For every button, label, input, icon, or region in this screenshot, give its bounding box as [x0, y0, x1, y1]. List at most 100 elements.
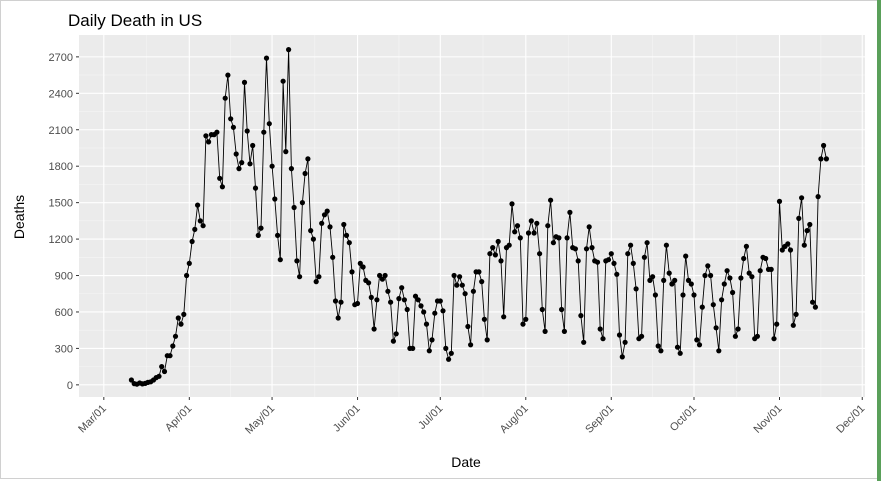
data-point [324, 208, 330, 214]
data-point [330, 254, 336, 260]
x-axis: Mar/01 Apr/01 May/01 Jun/01 Jul/01 Aug/01 Sep/… [76, 397, 867, 437]
data-point [443, 345, 449, 351]
data-point [581, 339, 587, 345]
data-point [639, 333, 645, 339]
data-point [699, 304, 705, 310]
data-point [454, 282, 460, 288]
data-point [669, 281, 675, 287]
data-point [225, 72, 231, 78]
data-point [291, 204, 297, 211]
data-point [426, 348, 432, 354]
data-point [368, 294, 374, 300]
data-point [481, 316, 487, 322]
data-point [429, 337, 435, 343]
data-point [796, 215, 802, 221]
data-point [650, 274, 656, 280]
data-point [506, 242, 512, 248]
data-point [655, 343, 661, 349]
data-point [277, 257, 283, 263]
data-point [275, 232, 281, 238]
data-point [401, 297, 407, 303]
data-point [338, 299, 344, 305]
y-axis-label: Deaths [11, 195, 27, 239]
data-point [732, 333, 739, 339]
data-point [313, 279, 319, 285]
data-point [440, 308, 446, 314]
data-point [614, 271, 620, 277]
y-tick-label: 600 [55, 307, 73, 319]
data-point [396, 296, 402, 302]
data-point [415, 297, 421, 303]
data-point [161, 368, 168, 375]
data-point [812, 304, 819, 310]
data-point [470, 288, 476, 294]
data-point [572, 246, 579, 252]
data-point [735, 326, 741, 332]
data-point [754, 333, 761, 339]
data-point [534, 220, 540, 226]
data-point [327, 224, 333, 230]
data-point [219, 184, 225, 190]
data-point [250, 142, 256, 149]
data-point [206, 139, 212, 145]
data-point [332, 298, 339, 304]
data-point [537, 251, 543, 257]
data-point [239, 160, 245, 166]
data-point [567, 209, 573, 215]
x-tick-label: Apr/01 [163, 403, 194, 434]
data-point [724, 268, 730, 274]
x-tick-label: Dec/01 [834, 403, 867, 436]
data-point [269, 163, 275, 169]
data-point [280, 78, 286, 84]
data-point [379, 276, 385, 282]
data-point [619, 354, 625, 360]
data-point [710, 302, 716, 308]
data-point [181, 311, 187, 317]
data-point [357, 260, 363, 266]
data-point [776, 198, 783, 204]
x-tick-label: Nov/01 [751, 403, 784, 436]
data-point [721, 281, 727, 287]
y-tick-label: 2100 [49, 125, 73, 137]
data-point [658, 348, 664, 354]
data-point [746, 270, 752, 276]
data-point [801, 242, 807, 248]
x-tick-label: Sep/01 [583, 403, 616, 436]
data-point [167, 353, 173, 359]
data-point [512, 229, 518, 235]
data-point [217, 175, 223, 181]
data-point [230, 124, 236, 130]
data-point [741, 255, 747, 262]
data-point [156, 373, 162, 379]
data-point [175, 315, 181, 321]
data-point [564, 235, 570, 241]
data-point [545, 223, 551, 229]
y-tick-label: 900 [55, 271, 73, 283]
data-point [793, 311, 799, 317]
data-point [501, 314, 507, 320]
data-points [128, 47, 830, 387]
data-point [810, 299, 816, 305]
data-point [371, 326, 377, 332]
y-axis: 0 300 600 900 1200 1500 1800 2100 2400 2700 [49, 52, 79, 392]
data-point [694, 337, 700, 343]
data-point [476, 269, 482, 275]
data-point [203, 133, 209, 139]
y-tick-label: 2400 [49, 88, 73, 100]
data-point [647, 277, 653, 283]
data-point [418, 303, 424, 309]
data-point [377, 272, 383, 279]
data-point [310, 236, 316, 242]
data-point [393, 331, 399, 337]
data-point [178, 321, 184, 327]
data-point [382, 272, 388, 279]
data-point [459, 282, 465, 288]
data-point [727, 275, 733, 281]
data-point [308, 228, 314, 234]
data-point [691, 292, 697, 298]
data-point [457, 274, 463, 280]
data-point [622, 339, 628, 345]
data-point [492, 252, 498, 258]
data-point [283, 149, 289, 155]
data-point [410, 345, 416, 351]
